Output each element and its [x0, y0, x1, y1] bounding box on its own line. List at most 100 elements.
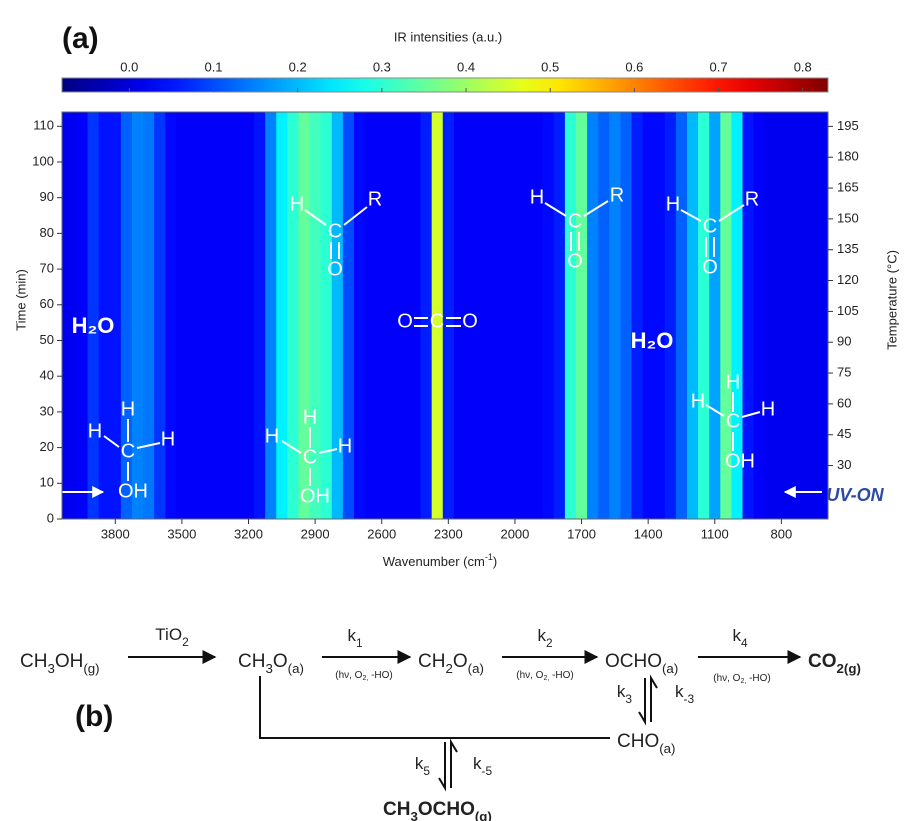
rate-constant: k-5	[473, 754, 492, 778]
heat-cell	[276, 112, 288, 519]
y2-tick-label: 75	[837, 364, 851, 379]
x-tick-label: 2900	[301, 526, 330, 541]
annotation: H	[265, 425, 279, 447]
heat-cell	[62, 112, 66, 519]
annotation: OH	[300, 485, 330, 507]
species-part: (a)	[468, 661, 484, 676]
condition-part: -HO)	[368, 670, 392, 681]
heat-cell	[154, 112, 166, 519]
y2-tick-label: 45	[837, 426, 851, 441]
condition-part: 2,	[740, 678, 746, 685]
annotation: O	[702, 256, 718, 278]
eq-arrow	[650, 674, 658, 722]
heat-cell	[387, 112, 399, 519]
x-tick-label: 1400	[634, 526, 663, 541]
species-part: 2(g)	[837, 661, 861, 676]
colorbar-label: IR intensities (a.u.)	[394, 29, 502, 44]
annotation: C	[328, 220, 342, 242]
species-part: OCHO	[605, 651, 662, 672]
colorbar-tick-label: 0.1	[204, 59, 222, 74]
species: CO2(g)	[808, 651, 861, 676]
colorbar-tick-label: 0.5	[541, 59, 559, 74]
colorbar-tick-label: 0.7	[710, 59, 728, 74]
annotation: H₂O	[72, 313, 115, 338]
species-part: 2	[445, 661, 452, 676]
species-part: CO	[808, 651, 837, 672]
heat-cell	[320, 112, 333, 519]
species: CH3OH(g)	[20, 651, 100, 676]
y-tick-label: 10	[40, 475, 54, 490]
heat-cell	[742, 112, 755, 519]
eq-arrow	[638, 678, 646, 726]
catalyst-part: 2	[182, 635, 189, 649]
heat-cell	[653, 112, 666, 519]
x-tick-label: 3200	[234, 526, 263, 541]
heat-cell	[76, 112, 89, 519]
heat-cell	[287, 112, 299, 519]
heat-cell	[531, 112, 544, 519]
bond	[741, 411, 761, 418]
condition-part: -HO)	[746, 673, 770, 684]
species: CHO(a)	[617, 731, 676, 756]
annotation: H	[726, 371, 740, 393]
heat-cell	[809, 112, 821, 519]
annotation: H	[121, 398, 135, 420]
annotation: H	[691, 390, 705, 412]
species-part: CH	[418, 651, 445, 672]
species-part: 3	[265, 661, 272, 676]
heat-cell	[231, 112, 244, 519]
heat-cell	[731, 112, 744, 519]
condition-part: (hν, O	[713, 673, 740, 684]
annotation: O	[567, 250, 583, 272]
rate-constant-part: k	[537, 626, 546, 645]
rate-constant: k-3	[675, 682, 694, 706]
y-tick-label: 100	[32, 153, 54, 168]
y-tick-label: 40	[40, 368, 54, 383]
x-tick-label: 3500	[167, 526, 196, 541]
bond	[318, 448, 338, 454]
colorbar-tick-label: 0.0	[120, 59, 138, 74]
bond	[680, 209, 702, 222]
colorbar-tick-label: 0.8	[794, 59, 812, 74]
heat-cell	[131, 112, 144, 519]
species: CH3OCHO(g)	[383, 799, 492, 821]
species-part: CHO	[617, 731, 659, 752]
rate-constant-part: k	[732, 626, 741, 645]
annotation: C	[121, 440, 135, 462]
catalyst: TiO2	[155, 625, 189, 649]
heat-cell	[254, 112, 266, 519]
rate-constant-part: 5	[423, 764, 430, 778]
condition-part: (hν, O	[516, 670, 543, 681]
eq-arrow	[450, 738, 458, 788]
annotation: R	[368, 188, 382, 210]
rate-constant: k4	[732, 626, 748, 650]
heat-cell	[464, 112, 477, 519]
y2-tick-label: 195	[837, 118, 859, 133]
rate-constant-part: 3	[625, 692, 632, 706]
plot-frame	[61, 111, 829, 520]
y-axis-label: Time (min)	[13, 269, 28, 331]
y2-tick-label: 90	[837, 334, 851, 349]
heat-cell	[420, 112, 433, 519]
x-axis-label-part: -1	[485, 552, 493, 562]
heat-cell	[698, 112, 710, 519]
y-tick-label: 90	[40, 189, 54, 204]
heat-cell	[431, 112, 444, 519]
species-part: OH	[55, 651, 84, 672]
heat-cell	[675, 112, 688, 519]
annotation: C	[303, 446, 317, 468]
annotation: H₂O	[631, 328, 674, 353]
x-tick-label: 2600	[367, 526, 396, 541]
x-tick-label: 2000	[500, 526, 529, 541]
species-part: (g)	[475, 809, 492, 821]
condition: (hν, O2, -HO)	[713, 673, 771, 686]
heat-cell	[165, 112, 177, 519]
bond	[103, 435, 120, 448]
heat-cell	[376, 112, 388, 519]
rate-constant: k3	[617, 682, 633, 706]
y2-tick-label: 120	[837, 272, 859, 287]
bond	[304, 209, 327, 226]
species-part: 3	[47, 661, 54, 676]
heat-cell	[109, 112, 122, 519]
